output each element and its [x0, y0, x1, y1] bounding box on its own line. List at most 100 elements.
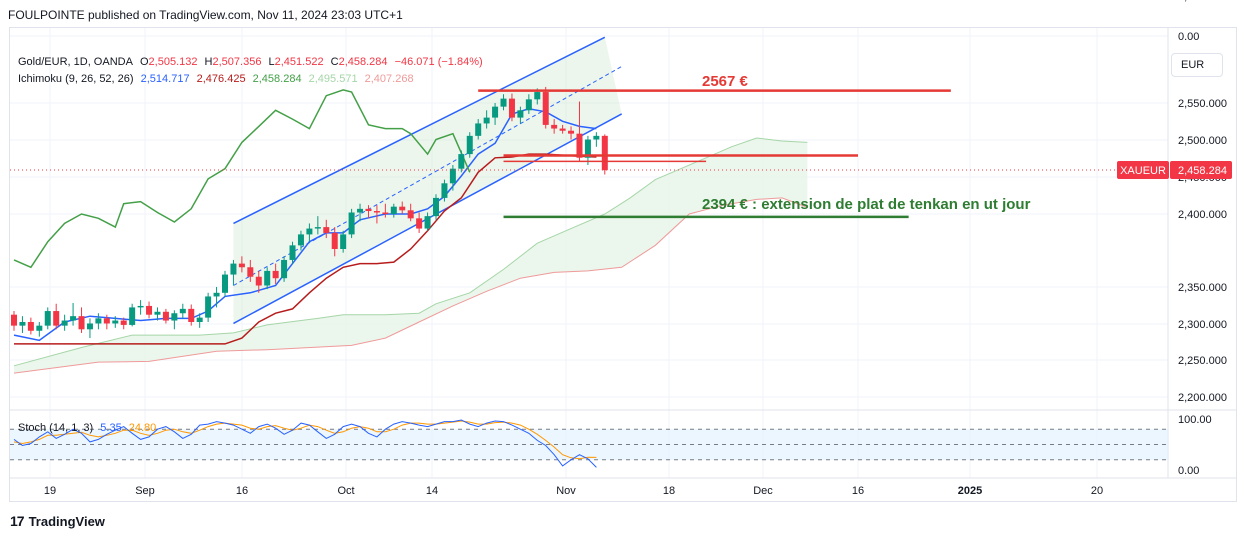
candle-body	[289, 245, 296, 260]
currency-button[interactable]: EUR	[1171, 53, 1223, 77]
time-tick-label: 14	[426, 485, 438, 497]
senkou-b-line	[13, 197, 808, 374]
candle-body	[120, 320, 127, 325]
tenkan-value: 2,514.717	[140, 73, 190, 85]
stoch-label: Stoch (14, 1, 3)	[18, 422, 94, 434]
candle-body	[112, 320, 119, 324]
open-value: 2,505.132	[148, 56, 198, 68]
candle-body	[162, 311, 169, 321]
candle-body	[331, 232, 338, 249]
price-tick-label: 2,300.000	[1178, 319, 1227, 331]
senkou-a-value: 2,495.571	[308, 73, 358, 85]
candle-body	[449, 168, 456, 184]
stoch-k-value: 5.35	[100, 422, 122, 434]
chikou-value: 2,458.284	[252, 73, 302, 85]
symbol-tag	[1117, 160, 1169, 179]
candle-body	[534, 92, 541, 100]
stoch-tick-label: 100.00	[1178, 414, 1212, 426]
candle-body	[593, 135, 600, 140]
candle-body	[517, 110, 524, 118]
price-tag	[1170, 160, 1232, 179]
candle-body	[196, 317, 203, 322]
candle-body	[441, 183, 448, 198]
candle-body	[399, 206, 406, 211]
candle-body	[19, 322, 26, 326]
candle-body	[584, 139, 591, 158]
candle-body	[297, 234, 304, 246]
candle-body	[382, 212, 389, 214]
candle-body	[179, 308, 186, 314]
candle-body	[492, 106, 499, 118]
price-tag-value: 2,458.284	[1178, 165, 1227, 177]
candle-body	[27, 322, 34, 331]
resistance-label: 2567 €	[702, 73, 749, 90]
candle-body	[188, 308, 195, 322]
time-tick-label: Dec	[753, 485, 773, 497]
candle-body	[458, 154, 465, 169]
candle-body	[11, 314, 17, 326]
candle-body	[373, 211, 380, 213]
candle-body	[238, 263, 245, 268]
candle-body	[61, 320, 68, 326]
candle-body	[433, 197, 439, 217]
change-value: −46.071 (−1.84%)	[394, 56, 483, 68]
time-tick-label: 16	[236, 485, 248, 497]
ichimoku-legend: Ichimoku (9, 26, 52, 26) 2,514.717 2,476…	[18, 73, 418, 85]
low-value: 2,451.522	[274, 56, 324, 68]
time-tick-label: Sep	[135, 485, 155, 497]
candle-body	[146, 305, 153, 315]
candle-body	[306, 228, 313, 235]
candle-body	[137, 305, 144, 308]
stoch-tick-label: 0.00	[1178, 465, 1199, 477]
candle-body	[281, 259, 288, 279]
candle-body	[601, 135, 608, 171]
candle-body	[247, 267, 254, 277]
time-tick-label: 20	[1091, 485, 1103, 497]
candle-body	[407, 210, 414, 219]
price-tick-label: 2,150.000	[1178, 0, 1227, 3]
time-tick-label: 2025	[958, 485, 982, 497]
price-tick-label: 2,350.000	[1178, 282, 1227, 294]
close-value: 2,458.284	[338, 56, 388, 68]
candle-body	[542, 92, 549, 125]
senkou-b-value: 2,407.268	[364, 73, 414, 85]
stoch-d-value: 24.80	[128, 422, 157, 434]
channel-mid-line	[233, 66, 622, 286]
symbol-name: Gold/EUR, 1D, OANDA	[18, 56, 133, 68]
open-label: O	[139, 56, 149, 68]
candle-body	[340, 234, 347, 249]
chikou-line	[13, 89, 471, 269]
candle-body	[36, 325, 43, 331]
candle-body	[559, 128, 566, 131]
stoch-d-line	[13, 420, 597, 460]
tradingview-brand: TradingView	[28, 513, 105, 529]
candle-body	[86, 323, 93, 330]
candle-body	[416, 218, 423, 229]
candle-body	[222, 274, 228, 293]
price-tick-label: 2,250.000	[1178, 355, 1227, 367]
candle-body	[390, 206, 397, 214]
kijun-value: 2,476.425	[196, 73, 246, 85]
time-tick-label: Nov	[556, 485, 576, 497]
support-label: 2394 € : extension de plat de tenkan en …	[702, 196, 1031, 213]
channel-fill	[233, 37, 622, 324]
candle-body	[348, 212, 355, 235]
candle-body	[424, 216, 431, 229]
candle-body	[171, 313, 178, 321]
candle-body	[230, 263, 237, 275]
tradingview-logo[interactable]: 17 TradingView	[10, 513, 105, 529]
published-header: FOULPOINTE published on TradingView.com,…	[8, 8, 403, 22]
candle-body	[44, 311, 51, 326]
price-tick-label: 0.00	[1178, 31, 1199, 43]
chart-frame	[9, 27, 1237, 502]
price-tick-label: 2,200.000	[1178, 392, 1227, 404]
time-tick-label: 16	[852, 485, 864, 497]
candle-body	[475, 123, 482, 136]
candle-body	[255, 276, 262, 286]
candle-body	[483, 117, 490, 124]
candle-body	[551, 124, 558, 129]
candle-body	[568, 130, 575, 134]
candle-body	[129, 307, 136, 325]
ichimoku-cloud	[14, 138, 808, 374]
